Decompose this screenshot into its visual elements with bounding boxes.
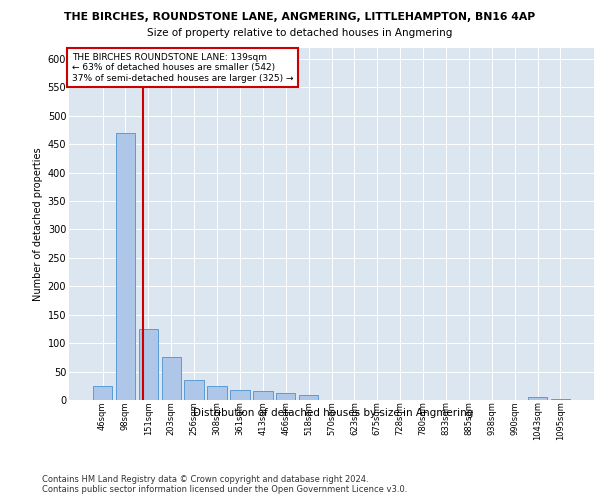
Text: THE BIRCHES, ROUNDSTONE LANE, ANGMERING, LITTLEHAMPTON, BN16 4AP: THE BIRCHES, ROUNDSTONE LANE, ANGMERING,… (64, 12, 536, 22)
Bar (208, 386, 227, 400)
Text: Contains HM Land Registry data © Crown copyright and database right 2024.: Contains HM Land Registry data © Crown c… (42, 475, 368, 484)
Text: Size of property relative to detached houses in Angmering: Size of property relative to detached ho… (148, 28, 452, 38)
Bar (139, 329, 158, 400)
Bar (161, 358, 181, 400)
Bar (93, 386, 112, 400)
Bar (299, 396, 319, 400)
Bar (276, 393, 295, 400)
Text: Distribution of detached houses by size in Angmering: Distribution of detached houses by size … (193, 408, 473, 418)
Bar (551, 399, 570, 400)
Bar (528, 397, 547, 400)
Bar (184, 380, 204, 400)
Bar (116, 133, 135, 400)
Bar (230, 390, 250, 400)
Bar (253, 392, 272, 400)
Text: THE BIRCHES ROUNDSTONE LANE: 139sqm
← 63% of detached houses are smaller (542)
3: THE BIRCHES ROUNDSTONE LANE: 139sqm ← 63… (71, 53, 293, 82)
Y-axis label: Number of detached properties: Number of detached properties (34, 147, 43, 300)
Text: Contains public sector information licensed under the Open Government Licence v3: Contains public sector information licen… (42, 485, 407, 494)
